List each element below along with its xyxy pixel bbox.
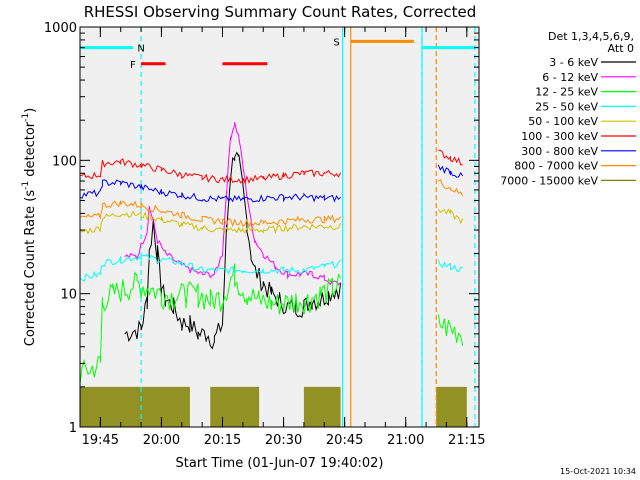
series-line-800-7000-kev: [80, 200, 341, 228]
footer-timestamp: 15-Oct-2021 10:34: [560, 467, 636, 476]
y-tick-label: 10: [60, 288, 77, 303]
y-axis-label: Corrected Count Rate (s-1 detector-1): [21, 108, 38, 346]
plot-area: [80, 27, 479, 427]
y-axis-label-part: detector: [23, 121, 38, 181]
series-line-6-12-kev: [124, 121, 341, 286]
series-line-post-300-800-kev: [437, 164, 464, 178]
series-line-25-50-kev: [80, 253, 341, 282]
olive-noise-block: [210, 386, 260, 427]
series-line-50-100-kev: [80, 210, 342, 235]
legend-entry-label: 50 - 100 keV: [528, 115, 598, 128]
state-label-n: N: [137, 44, 144, 55]
y-axis-label-part: -1: [21, 181, 31, 190]
x-tick-label: 20:00: [143, 433, 180, 448]
legend-entry-label: 800 - 7000 keV: [514, 160, 598, 173]
y-tick-label: 1000: [44, 21, 77, 36]
legend-entry-label: 300 - 800 keV: [521, 145, 598, 158]
x-axis-label: Start Time (01-Jun-07 19:40:02): [176, 456, 384, 471]
series-line-100-300-kev: [80, 158, 342, 185]
legend-entry-label: 25 - 50 keV: [535, 100, 598, 113]
series-line-post-12-25-kev: [437, 314, 464, 346]
olive-noise-block: [80, 386, 190, 427]
olive-noise-block: [303, 386, 341, 427]
x-tick-label: 20:45: [326, 433, 363, 448]
series-line-300-800-kev: [80, 179, 341, 203]
y-axis-label-part: Corrected Count Rate (s: [23, 190, 38, 347]
x-tick-label: 21:00: [387, 433, 424, 448]
series-line-post-800-7000-kev: [438, 178, 464, 196]
legend-entry-label: 7000 - 15000 keV: [500, 174, 598, 187]
plot-layer: [80, 27, 476, 427]
plot-frame: [79, 26, 480, 428]
olive-noise-block: [436, 386, 467, 427]
legend-header: Att 0: [608, 42, 634, 55]
state-label-f: F: [130, 60, 136, 71]
series-line-3-6-kev: [124, 151, 342, 350]
legend-entry-label: 3 - 6 keV: [549, 56, 598, 69]
y-tick-label: 1: [69, 421, 77, 436]
x-tick-label: 19:45: [82, 433, 119, 448]
x-tick-label: 20:30: [265, 433, 302, 448]
series-line-post-50-100-kev: [437, 208, 464, 225]
x-tick-label: 21:15: [448, 433, 485, 448]
x-tick-label: 20:15: [204, 433, 241, 448]
legend-entry-label: 12 - 25 keV: [535, 86, 598, 99]
series-line-12-25-kev: [80, 263, 342, 385]
series-line-post-100-300-kev: [438, 149, 463, 166]
legend-header: Det 1,3,4,5,6,9,: [548, 30, 634, 43]
y-axis-label-part: ): [23, 108, 38, 113]
y-axis-label-part: -1: [21, 113, 31, 122]
state-label-s: S: [333, 37, 339, 48]
series-line-post-25-50-kev: [437, 259, 463, 273]
legend-entry-label: 6 - 12 keV: [542, 71, 598, 84]
chart-title: RHESSI Observing Summary Count Rates, Co…: [84, 3, 477, 21]
y-tick-label: 100: [52, 154, 77, 169]
legend-entry-label: 100 - 300 keV: [521, 130, 598, 143]
